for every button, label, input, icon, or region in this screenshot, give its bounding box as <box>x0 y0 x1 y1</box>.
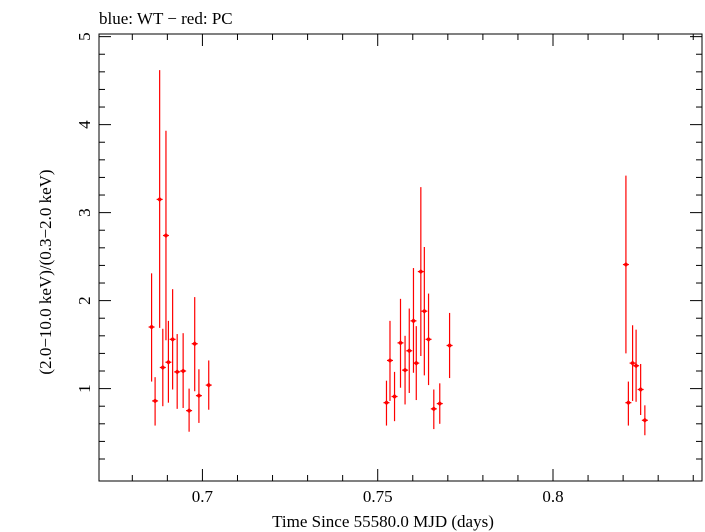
data-point <box>637 363 644 416</box>
point-marker <box>638 386 644 393</box>
data-points <box>148 70 648 436</box>
data-point <box>156 70 163 328</box>
data-point <box>406 308 413 394</box>
data-point <box>152 377 159 426</box>
point-marker <box>406 348 412 354</box>
data-point <box>191 297 198 392</box>
data-point <box>383 380 390 426</box>
y-tick-label: 3 <box>75 208 94 217</box>
point-marker <box>170 336 176 342</box>
point-marker <box>186 408 192 414</box>
y-tick-label: 1 <box>75 384 94 393</box>
point-marker <box>418 268 424 275</box>
data-point <box>180 333 187 408</box>
data-point <box>430 389 437 430</box>
point-marker <box>196 393 202 399</box>
data-point <box>625 381 632 426</box>
point-marker <box>397 340 404 346</box>
point-marker <box>174 369 180 375</box>
point-marker <box>206 382 212 388</box>
point-marker <box>402 367 408 373</box>
point-marker <box>629 360 636 366</box>
data-point <box>148 273 155 382</box>
data-point <box>205 360 212 410</box>
data-point <box>397 298 404 388</box>
x-tick-label: 0.7 <box>192 487 214 506</box>
point-marker <box>180 368 186 374</box>
x-tick-label: 0.75 <box>363 487 393 506</box>
data-point <box>622 175 629 354</box>
point-marker <box>148 324 155 330</box>
x-axis-label: Time Since 55580.0 MJD (days) <box>272 512 494 531</box>
data-point <box>629 325 636 401</box>
data-point <box>446 312 453 379</box>
data-point <box>410 268 417 373</box>
point-marker <box>431 406 437 412</box>
data-point <box>425 293 432 386</box>
point-marker <box>446 342 453 349</box>
data-point <box>421 246 428 376</box>
point-marker <box>157 196 163 203</box>
point-marker <box>152 398 158 404</box>
data-point <box>436 383 443 424</box>
data-point <box>413 326 420 401</box>
plot-frame <box>98 33 703 482</box>
data-point <box>386 320 393 401</box>
point-marker <box>623 261 629 268</box>
point-marker <box>413 360 419 366</box>
chart-title: blue: WT − red: PC <box>99 9 233 28</box>
data-point <box>641 405 648 436</box>
data-point <box>195 369 202 423</box>
data-point <box>391 371 398 422</box>
x-tick-label: 0.8 <box>542 487 563 506</box>
point-marker <box>633 363 639 369</box>
y-tick-label: 2 <box>75 296 94 305</box>
y-axis-label: (2.0−10.0 keV)/(0.3−2.0 keV) <box>36 169 55 374</box>
tick-labels: 0.7 0.75 0.8 1 2 3 4 5 <box>75 32 564 506</box>
point-marker <box>437 400 443 407</box>
data-point <box>174 334 181 409</box>
point-marker <box>163 232 169 239</box>
point-marker <box>165 359 172 365</box>
point-marker <box>642 417 648 423</box>
data-point <box>169 289 176 390</box>
data-point <box>417 187 424 357</box>
y-tick-label: 5 <box>75 32 94 41</box>
point-marker <box>410 318 417 324</box>
axis-ticks <box>99 34 702 481</box>
data-point <box>162 130 169 341</box>
data-point <box>165 320 172 403</box>
point-marker <box>425 336 432 342</box>
point-marker <box>391 393 398 400</box>
point-marker <box>192 341 198 347</box>
data-point <box>633 329 640 402</box>
data-point <box>402 335 409 405</box>
point-marker <box>387 357 393 364</box>
y-tick-label: 4 <box>75 120 94 129</box>
data-point <box>159 328 166 407</box>
point-marker <box>625 400 631 406</box>
point-marker <box>383 400 390 406</box>
point-marker <box>421 308 427 314</box>
point-marker <box>160 364 166 371</box>
data-point <box>186 388 193 432</box>
